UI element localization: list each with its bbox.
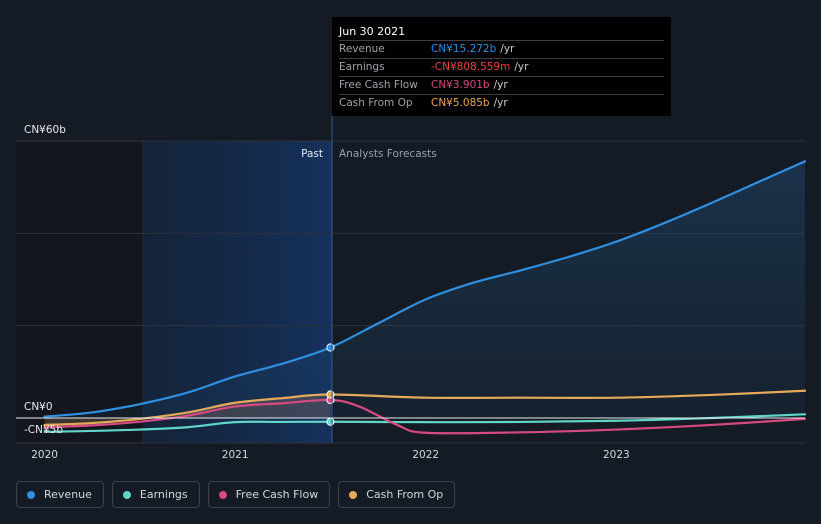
tooltip-row: Free Cash Flow CN¥3.901b /yr xyxy=(339,77,664,95)
legend-label: Earnings xyxy=(139,488,188,501)
y-tick-label: CN¥0 xyxy=(24,401,53,413)
legend-item-earnings[interactable]: Earnings xyxy=(111,481,200,508)
tooltip-unit: /yr xyxy=(514,61,529,73)
x-tick-label: 2020 xyxy=(31,449,58,461)
forecast-label: Analysts Forecasts xyxy=(339,148,437,160)
tooltip-row: Cash From Op CN¥5.085b /yr xyxy=(339,95,664,112)
tooltip-label: Earnings xyxy=(339,61,385,73)
y-tick-label: CN¥60b xyxy=(24,124,66,136)
legend-item-revenue[interactable]: Revenue xyxy=(16,481,104,508)
tooltip-label: Free Cash Flow xyxy=(339,79,418,91)
past-label: Past xyxy=(301,148,323,160)
tooltip-value: CN¥5.085b xyxy=(431,97,490,109)
legend-item-cash-from-op[interactable]: Cash From Op xyxy=(338,481,456,508)
legend-label: Free Cash Flow xyxy=(235,488,319,501)
x-tick-label: 2023 xyxy=(603,449,630,461)
tooltip-label: Cash From Op xyxy=(339,97,413,109)
revenue-dot-icon xyxy=(27,490,35,499)
legend-item-free-cash-flow[interactable]: Free Cash Flow xyxy=(207,481,331,508)
marker-earnings xyxy=(326,417,335,426)
y-tick-label: -CN¥5b xyxy=(24,424,63,436)
series-line-revenue xyxy=(43,160,807,418)
revenue-area xyxy=(44,161,805,418)
chart-left-shade xyxy=(16,141,142,443)
tooltip-row: Earnings -CN¥808.559m /yr xyxy=(339,59,664,77)
tooltip-row: Revenue CN¥15.272b /yr xyxy=(339,41,664,59)
legend-label: Cash From Op xyxy=(366,488,444,501)
free-cash-flow-dot-icon xyxy=(218,490,227,499)
tooltip-unit: /yr xyxy=(493,79,508,91)
cash-from-op-area xyxy=(44,394,331,425)
x-tick-label: 2021 xyxy=(222,449,249,461)
legend: Revenue Earnings Free Cash Flow Cash Fro… xyxy=(16,481,463,508)
x-tick-label: 2022 xyxy=(412,449,439,461)
tooltip-unit: /yr xyxy=(493,97,508,109)
tooltip-unit: /yr xyxy=(500,43,515,55)
marker-revenue xyxy=(326,343,335,352)
tooltip-value: -CN¥808.559m xyxy=(431,61,511,73)
tooltip-value: CN¥3.901b xyxy=(431,79,490,91)
series-line-free-cash-flow xyxy=(43,398,807,435)
tooltip-label: Revenue xyxy=(339,43,385,55)
tooltip-value: CN¥15.272b xyxy=(431,43,497,55)
tooltip: Jun 30 2021 Revenue CN¥15.272b /yr Earni… xyxy=(332,17,671,116)
marker-cash-from-op xyxy=(326,390,335,399)
legend-label: Revenue xyxy=(44,488,92,501)
tooltip-date: Jun 30 2021 xyxy=(339,23,664,41)
cash-from-op-dot-icon xyxy=(349,490,358,499)
earnings-dot-icon xyxy=(122,490,131,499)
